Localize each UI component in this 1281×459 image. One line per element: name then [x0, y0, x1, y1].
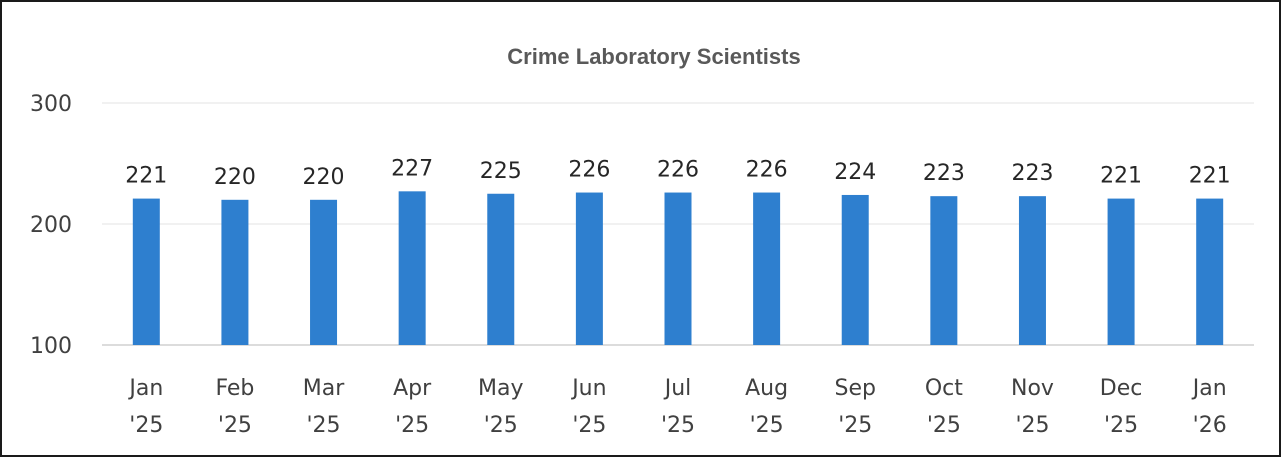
x-axis-tick-labels: Jan '25 Feb '25 Mar '25 Apr '25 May '25 Jun '25 Jul '… [127, 376, 1226, 438]
bar [841, 194, 869, 345]
x-tick-label-month: Jan [127, 376, 163, 401]
bar [1018, 196, 1046, 345]
x-tick-label-year: '25 [1015, 413, 1049, 438]
y-tick-label: 300 [30, 92, 72, 117]
chart-title: Crime Laboratory Scientists [507, 44, 800, 69]
bar [664, 192, 692, 345]
x-tick-label-year: '25 [218, 413, 252, 438]
bar [753, 192, 781, 345]
x-tick-label-year: '25 [572, 413, 606, 438]
x-tick-label-month: Oct [925, 376, 963, 401]
x-tick-label-month: Nov [1011, 376, 1054, 401]
bar [487, 193, 515, 345]
x-tick-label-month: May [478, 376, 523, 401]
data-label: 223 [1011, 161, 1053, 186]
data-label: 226 [746, 158, 788, 183]
data-label: 226 [657, 158, 699, 183]
data-label: 220 [303, 165, 345, 190]
bar [575, 192, 603, 345]
data-labels: 221 220 220 227 225 226 226 226 224 223 223 221 221 [125, 156, 1230, 189]
bars [132, 191, 1224, 345]
x-tick-label-year: '26 [1193, 413, 1227, 438]
x-tick-label-month: Apr [393, 376, 432, 401]
x-tick-label-month: Jun [570, 376, 606, 401]
bar [398, 191, 426, 345]
data-label: 225 [480, 159, 522, 184]
bar [221, 199, 249, 345]
x-tick-label-year: '25 [838, 413, 872, 438]
bar [930, 196, 958, 345]
data-label: 226 [568, 158, 610, 183]
x-tick-label-year: '25 [129, 413, 163, 438]
x-tick-label-month: Feb [215, 376, 254, 401]
x-tick-label-year: '25 [484, 413, 518, 438]
data-label: 224 [834, 160, 876, 185]
y-tick-label: 100 [30, 334, 72, 359]
x-tick-label-year: '25 [307, 413, 341, 438]
bar [1107, 198, 1135, 345]
x-tick-label-month: Dec [1100, 376, 1143, 401]
bar [1196, 198, 1224, 345]
bar [310, 199, 338, 345]
data-label: 223 [923, 161, 965, 186]
x-tick-label-month: Mar [303, 376, 345, 401]
data-label: 221 [125, 164, 167, 189]
x-tick-label-year: '25 [927, 413, 961, 438]
x-tick-label-year: '25 [395, 413, 429, 438]
data-label: 221 [1100, 164, 1142, 189]
y-axis-tick-labels: 100 200 300 [30, 92, 72, 359]
bar [132, 198, 160, 345]
data-label: 221 [1189, 164, 1231, 189]
x-tick-label-month: Aug [745, 376, 788, 401]
x-tick-label-year: '25 [1104, 413, 1138, 438]
y-tick-label: 200 [30, 213, 72, 238]
data-label: 227 [391, 156, 433, 181]
x-tick-label-month: Jul [663, 376, 692, 401]
x-tick-label-month: Sep [834, 376, 875, 401]
x-tick-label-year: '25 [750, 413, 784, 438]
data-label: 220 [214, 165, 256, 190]
x-tick-label-year: '25 [661, 413, 695, 438]
x-tick-label-month: Jan [1191, 376, 1227, 401]
